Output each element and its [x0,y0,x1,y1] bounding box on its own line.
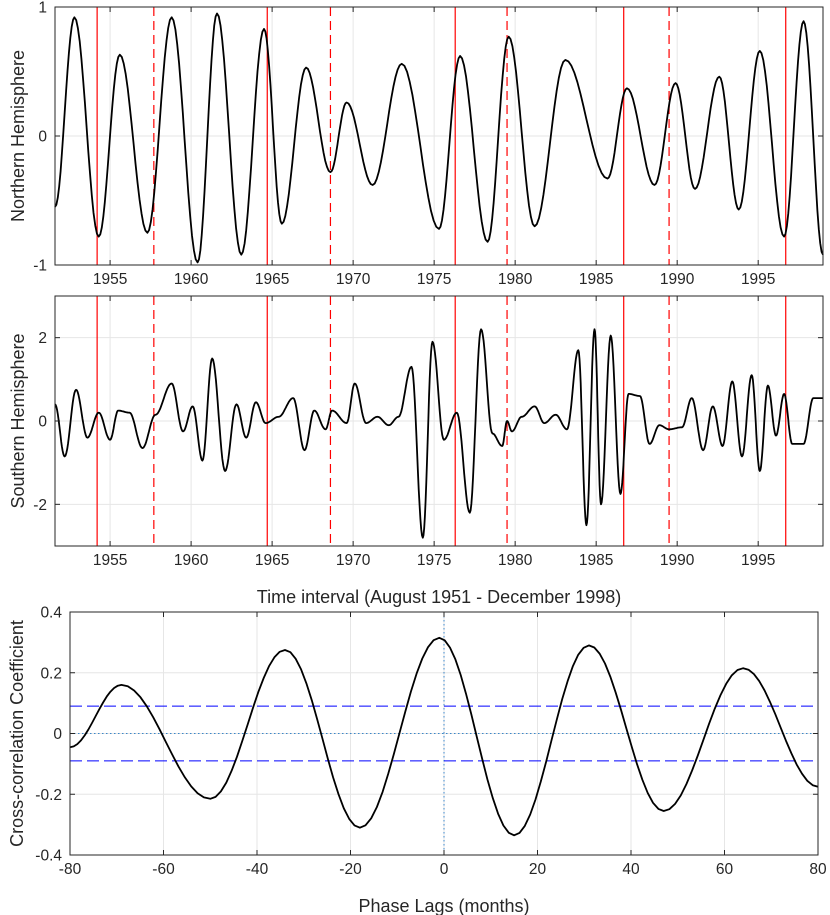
x-tick-label: 20 [529,861,547,878]
x-tick-label: -40 [246,861,269,878]
x-tick-label: 1960 [174,271,209,288]
x-tick-label: 1990 [660,271,695,288]
y-axis-label: Cross-correlation Coefficient [7,620,27,847]
x-tick-label: 1960 [174,552,209,569]
x-tick-label: 40 [622,861,640,878]
x-tick-label: 1985 [579,271,613,288]
y-tick-label: 0 [38,414,47,431]
y-tick-label: 1 [38,0,47,17]
x-tick-label: 1965 [255,271,289,288]
x-tick-label: 1980 [498,552,533,569]
x-tick-label: 1970 [336,552,371,569]
y-tick-label: 0 [53,726,62,743]
y-tick-label: -1 [33,258,47,275]
x-tick-label: 1985 [579,552,613,569]
y-tick-label: 0.2 [40,665,62,682]
series-line [69,636,819,837]
y-tick-label: -2 [33,497,47,514]
series-line [54,328,824,539]
y-tick-label: 2 [38,330,47,347]
x-tick-label: 60 [716,861,734,878]
y-axis-label: Southern Hemisphere [8,333,28,508]
y-tick-label: 0 [38,129,47,146]
plot-panel-2: 1955 1960 1965 1970 1975 1980 1985 1990 1995 -2 0 2… [8,295,824,607]
y-tick-label: -0.4 [35,848,62,865]
x-tick-label: 1975 [417,271,451,288]
x-tick-label: 1980 [498,271,533,288]
x-tick-label: -20 [339,861,362,878]
y-axis-label: Northern Hemisphere [8,50,28,222]
y-tick-label: -0.2 [35,787,62,804]
x-tick-label: 1955 [93,552,127,569]
x-tick-label: -80 [59,861,82,878]
x-tick-label: 1975 [417,552,451,569]
x-tick-label: 1995 [741,552,775,569]
plot-panel-3: -80 -60 -40 -20 0 20 40 60 80 -0.4 -0.2 0 0.2 0.4 Cros… [7,605,827,915]
x-tick-label: 1965 [255,552,289,569]
y-tick-label: 0.4 [40,605,62,622]
series-line [54,12,824,264]
x-tick-label: -60 [152,861,175,878]
x-tick-label: 1995 [741,271,775,288]
x-tick-label: 80 [809,861,827,878]
plot-panel-1: 1955 1960 1965 1970 1975 1980 1985 1990 1995 -1 0 1… [8,0,824,288]
x-axis-label: Time interval (August 1951 - December 19… [257,587,622,607]
x-tick-label: 0 [440,861,449,878]
x-tick-label: 1990 [660,552,695,569]
x-axis-label: Phase Lags (months) [358,896,529,915]
x-tick-label: 1970 [336,271,371,288]
x-tick-label: 1955 [93,271,127,288]
